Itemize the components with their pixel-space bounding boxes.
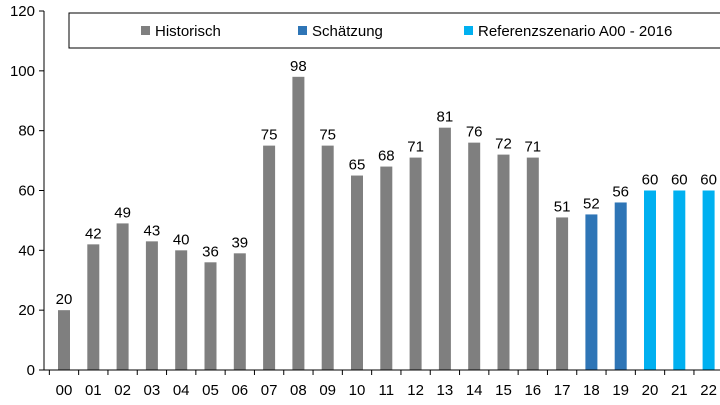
y-tick-label: 0 xyxy=(27,362,35,379)
legend-label-schaetzung: Schätzung xyxy=(312,23,383,40)
bar-12 xyxy=(409,157,422,370)
bar-20 xyxy=(644,190,656,370)
data-label: 42 xyxy=(85,225,102,242)
x-tick-label: 18 xyxy=(583,382,600,399)
y-axis-ticks: 0 20 40 60 80 100 120 xyxy=(10,3,44,379)
data-label: 75 xyxy=(319,127,336,144)
bars: 20 42 49 43 40 36 39 75 98 75 65 68 71 81 76 72 71 51 52 56… xyxy=(56,58,717,371)
x-tick-label: 01 xyxy=(85,382,102,399)
x-tick-label: 07 xyxy=(261,382,278,399)
data-label: 72 xyxy=(495,136,512,153)
x-tick-label: 04 xyxy=(173,382,190,399)
legend-swatch-historisch xyxy=(141,26,150,35)
x-tick-label: 14 xyxy=(466,382,483,399)
x-tick-label: 08 xyxy=(290,382,307,399)
data-label: 39 xyxy=(231,234,248,251)
data-label: 49 xyxy=(114,204,131,221)
data-label: 65 xyxy=(349,157,366,174)
bar-15 xyxy=(497,154,510,370)
bar-22 xyxy=(702,190,715,370)
data-label: 20 xyxy=(56,291,73,308)
bar-06 xyxy=(233,253,246,370)
data-label: 71 xyxy=(407,139,424,156)
x-tick-label: 03 xyxy=(144,382,161,399)
legend-label-referenzszenario: Referenzszenario A00 - 2016 xyxy=(478,23,672,40)
legend: Historisch Schätzung Referenzszenario A0… xyxy=(68,12,720,49)
legend-label-historisch: Historisch xyxy=(155,23,221,40)
y-tick-label: 80 xyxy=(18,123,35,140)
bar-03 xyxy=(145,241,158,370)
bar-07 xyxy=(263,145,276,370)
x-tick-label: 17 xyxy=(554,382,571,399)
y-tick-label: 100 xyxy=(10,63,35,80)
x-tick-label: 15 xyxy=(495,382,512,399)
data-label: 56 xyxy=(612,183,629,200)
y-tick-label: 40 xyxy=(18,242,35,259)
bar-10 xyxy=(351,175,363,370)
bar-21 xyxy=(673,190,686,370)
bar-00 xyxy=(58,310,70,370)
x-tick-label: 05 xyxy=(202,382,219,399)
x-tick-label: 19 xyxy=(612,382,629,399)
data-label: 75 xyxy=(261,127,278,144)
bar-11 xyxy=(380,166,393,370)
x-tick-label: 13 xyxy=(437,382,454,399)
data-label: 52 xyxy=(583,195,600,212)
legend-box xyxy=(68,12,720,49)
bar-05 xyxy=(204,262,217,370)
bar-13 xyxy=(438,127,451,370)
data-label: 76 xyxy=(466,124,483,141)
bar-08 xyxy=(292,76,305,371)
bar-02 xyxy=(116,223,129,370)
legend-swatch-referenzszenario xyxy=(464,26,473,35)
bar-18 xyxy=(585,214,598,370)
bar-09 xyxy=(321,145,334,370)
x-tick-label: 12 xyxy=(407,382,424,399)
x-tick-label: 09 xyxy=(319,382,336,399)
data-label: 68 xyxy=(378,148,395,165)
x-tick-label: 10 xyxy=(349,382,366,399)
bar-16 xyxy=(526,157,539,370)
data-label: 43 xyxy=(144,222,161,239)
data-label: 71 xyxy=(524,139,541,156)
data-label: 51 xyxy=(554,198,571,215)
x-tick-label: 20 xyxy=(642,382,659,399)
bar-01 xyxy=(87,244,100,370)
y-tick-label: 60 xyxy=(18,183,35,200)
data-label: 40 xyxy=(173,231,190,248)
y-tick-label: 120 xyxy=(10,3,35,20)
x-axis-ticks: 00 01 02 03 04 05 06 07 08 09 10 11 12 13 14 15 16 17 18 19… xyxy=(48,370,717,399)
bar-17 xyxy=(556,217,569,370)
x-tick-label: 22 xyxy=(700,382,717,399)
x-tick-label: 02 xyxy=(114,382,131,399)
x-tick-label: 06 xyxy=(231,382,248,399)
x-tick-label: 11 xyxy=(379,382,395,399)
x-tick-label: 16 xyxy=(524,382,541,399)
data-label: 60 xyxy=(671,172,688,189)
y-tick-label: 20 xyxy=(18,302,35,319)
data-label: 98 xyxy=(290,58,307,75)
legend-swatch-schaetzung xyxy=(298,26,307,35)
data-label: 60 xyxy=(700,172,717,189)
x-tick-label: 21 xyxy=(671,382,688,399)
bar-14 xyxy=(468,142,481,370)
data-label: 81 xyxy=(437,109,454,126)
data-label: 60 xyxy=(642,172,659,189)
data-label: 36 xyxy=(202,243,219,260)
bar-04 xyxy=(175,250,188,370)
bar-19 xyxy=(614,202,627,370)
x-tick-label: 00 xyxy=(56,382,73,399)
